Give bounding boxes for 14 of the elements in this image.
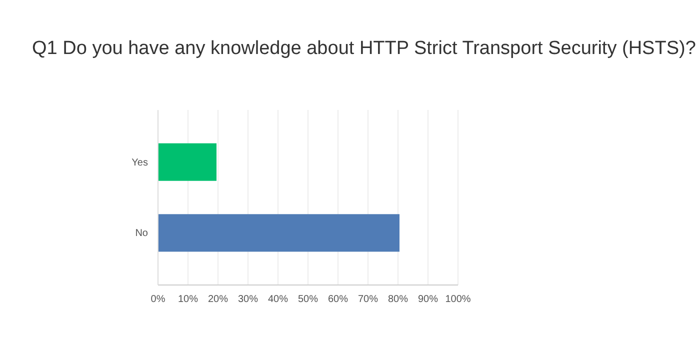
x-tick-label: 40% <box>268 294 288 306</box>
y-tick-label: No <box>135 228 148 240</box>
x-tick-label: 80% <box>388 294 408 306</box>
x-tick-label: 30% <box>238 294 258 306</box>
y-tick-label: Yes <box>132 157 148 168</box>
x-tick-label: 20% <box>208 294 228 306</box>
x-tick-label: 90% <box>418 294 438 306</box>
chart-title: Q1 Do you have any knowledge about HTTP Strict Transport Security (HSTS)? <box>32 38 696 59</box>
x-tick-label: 10% <box>178 294 198 306</box>
x-tick-label: 0% <box>150 294 166 306</box>
x-tick-label: 60% <box>328 294 348 306</box>
x-tick-label: 50% <box>298 294 318 306</box>
x-tick-label: 70% <box>358 294 378 306</box>
x-tick-label: 100% <box>445 294 471 306</box>
